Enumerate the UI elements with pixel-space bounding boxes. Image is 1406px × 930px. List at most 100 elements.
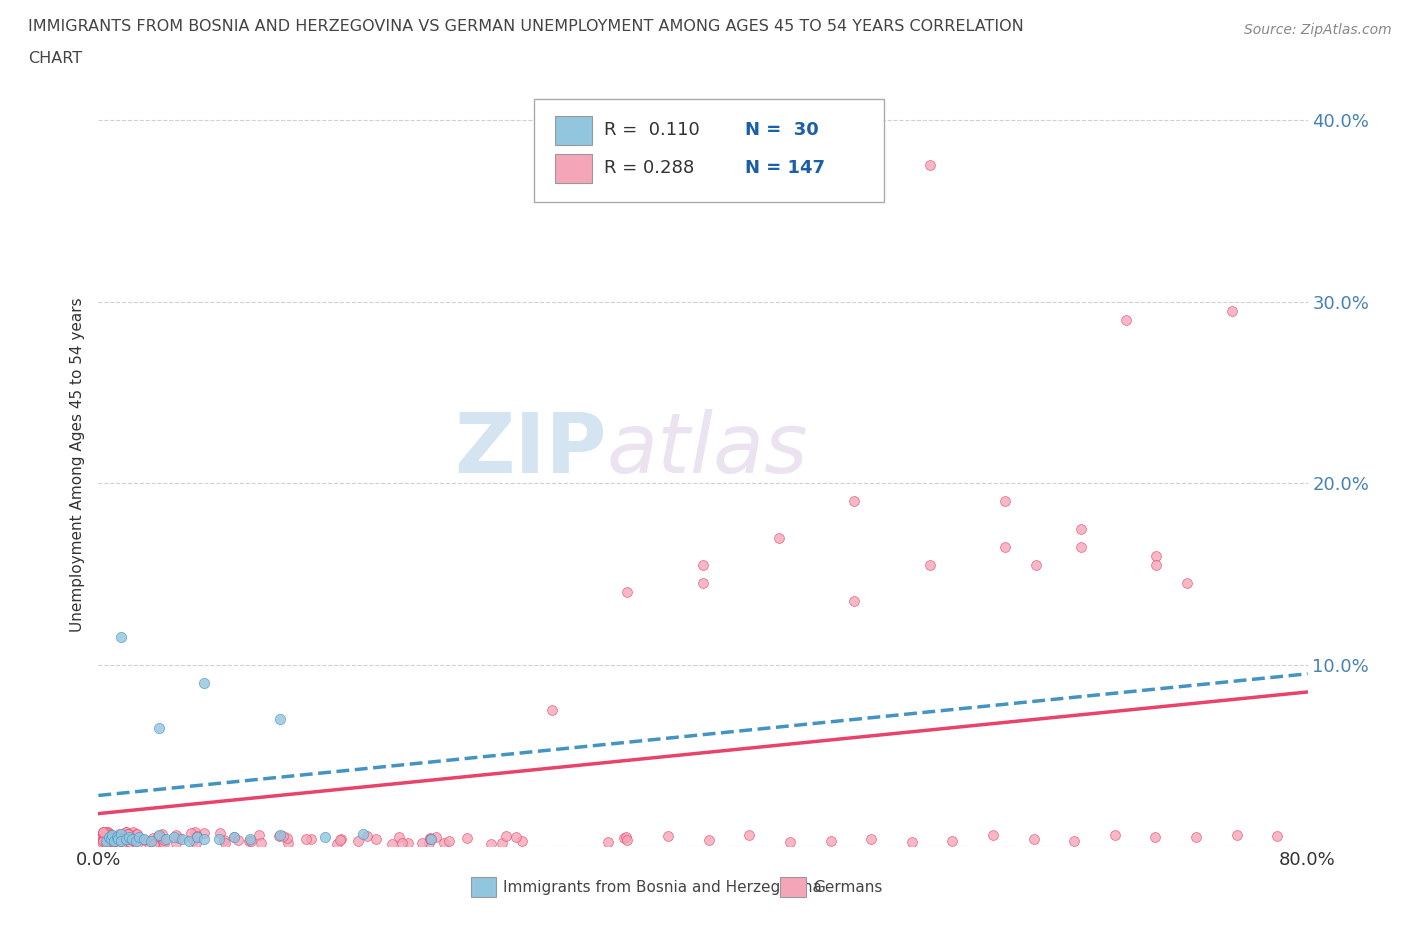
Point <box>239 831 262 846</box>
Point <box>505 830 527 845</box>
Point <box>118 830 141 844</box>
Text: N =  30: N = 30 <box>745 121 820 140</box>
Point <box>208 831 231 846</box>
Point <box>100 837 122 852</box>
Point <box>91 826 114 841</box>
Point <box>697 832 720 847</box>
Point <box>1226 827 1249 842</box>
Point <box>326 837 349 852</box>
Point <box>396 835 419 850</box>
Point <box>91 825 114 840</box>
Text: R =  0.110: R = 0.110 <box>603 121 700 140</box>
Point <box>596 834 619 849</box>
Point <box>1022 831 1045 846</box>
Point <box>214 836 236 851</box>
Point <box>181 832 204 847</box>
Point <box>411 835 433 850</box>
Point <box>112 836 135 851</box>
Point <box>391 836 413 851</box>
Point <box>148 829 170 844</box>
Point <box>165 828 187 843</box>
Point <box>1144 557 1167 572</box>
Point <box>277 835 299 850</box>
Bar <box>555 115 592 145</box>
Point <box>121 832 143 847</box>
Point <box>193 826 215 841</box>
Point <box>91 826 114 841</box>
Point <box>1115 312 1137 327</box>
Point <box>98 831 121 846</box>
Point <box>479 837 502 852</box>
Point <box>1185 830 1208 844</box>
Point <box>98 830 121 844</box>
Point <box>98 827 121 842</box>
Point <box>107 827 129 842</box>
Text: atlas: atlas <box>606 409 808 490</box>
Point <box>844 494 866 509</box>
Point <box>91 827 114 842</box>
Point <box>388 830 411 845</box>
Point <box>269 829 291 844</box>
Point <box>91 825 114 840</box>
Text: Immigrants from Bosnia and Herzegovina: Immigrants from Bosnia and Herzegovina <box>503 880 823 895</box>
Point <box>115 825 138 840</box>
Point <box>491 835 513 850</box>
Point <box>101 828 124 843</box>
Point <box>860 831 883 846</box>
Point <box>186 829 208 844</box>
Point <box>276 830 298 845</box>
Point <box>495 829 517 844</box>
Point <box>117 827 139 842</box>
Point <box>1063 833 1085 848</box>
Point <box>149 828 172 843</box>
Point <box>314 830 336 844</box>
Point <box>510 834 533 849</box>
Y-axis label: Unemployment Among Ages 45 to 54 years: Unemployment Among Ages 45 to 54 years <box>69 298 84 632</box>
Point <box>110 826 132 841</box>
Point <box>91 833 114 848</box>
Point <box>155 831 177 846</box>
Point <box>96 826 118 841</box>
Point <box>247 828 270 843</box>
Point <box>110 831 132 846</box>
Point <box>238 834 260 849</box>
Point <box>91 833 114 848</box>
Point <box>128 830 150 844</box>
Point <box>107 831 129 846</box>
Point <box>112 831 135 846</box>
Point <box>844 593 866 608</box>
Point <box>184 836 207 851</box>
Point <box>269 828 291 843</box>
Point <box>692 576 714 591</box>
Point <box>329 831 352 846</box>
Point <box>250 835 273 850</box>
Point <box>105 830 128 844</box>
Point <box>148 828 170 843</box>
Point <box>425 830 447 844</box>
Point <box>226 832 249 847</box>
Point <box>100 832 122 847</box>
Point <box>456 830 478 845</box>
Point <box>122 825 145 840</box>
Point <box>94 833 117 848</box>
Point <box>125 830 148 844</box>
Point <box>613 830 636 845</box>
Point <box>994 494 1017 509</box>
Text: N = 147: N = 147 <box>745 159 825 178</box>
Point <box>150 827 173 842</box>
Point <box>738 828 761 843</box>
Point <box>132 833 155 848</box>
Point <box>96 837 118 852</box>
Point <box>1175 576 1198 591</box>
Point <box>356 828 378 843</box>
Point <box>768 530 790 545</box>
Point <box>616 585 638 600</box>
Point <box>186 830 208 844</box>
Point <box>179 833 201 848</box>
Point <box>1104 828 1126 843</box>
Point <box>114 825 136 840</box>
Point <box>616 832 638 847</box>
Point <box>98 828 121 843</box>
Point <box>132 831 155 846</box>
Point <box>1220 303 1243 318</box>
